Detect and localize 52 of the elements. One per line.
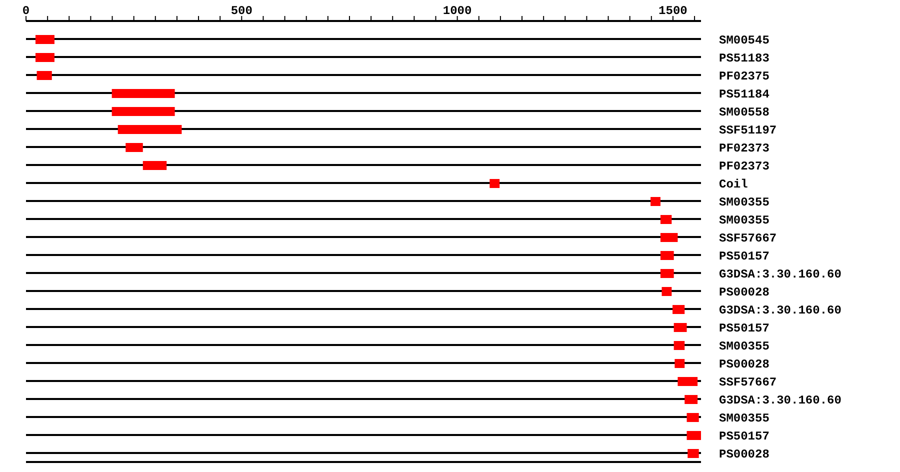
y-tick-label: SM00355 xyxy=(719,213,770,228)
y-tick-label: SSF57667 xyxy=(719,375,777,390)
x-tick-label: 0 xyxy=(22,4,30,18)
bar xyxy=(112,89,175,98)
bar xyxy=(36,71,52,80)
y-tick-label: SM00355 xyxy=(719,411,770,426)
y-tick-label: PS51184 xyxy=(719,87,770,102)
y-tick-label: SM00545 xyxy=(719,33,770,48)
bar xyxy=(660,251,674,260)
bar xyxy=(688,449,699,458)
y-tick-label: PF02373 xyxy=(719,159,770,174)
bar xyxy=(674,359,685,368)
y-tick-label: G3DSA:3.30.160.60 xyxy=(719,393,842,408)
bar xyxy=(684,395,698,404)
bar xyxy=(490,179,500,188)
y-tick-label: PS50157 xyxy=(719,249,770,264)
y-tick-label: PS00028 xyxy=(719,447,770,462)
y-tick-label: SSF57667 xyxy=(719,231,777,246)
bar xyxy=(126,143,143,152)
x-tick-label: 500 xyxy=(230,4,252,18)
y-tick-label: PS51183 xyxy=(719,51,770,66)
bar xyxy=(35,53,54,62)
bar xyxy=(660,215,672,224)
bar xyxy=(660,233,678,242)
bar xyxy=(662,287,672,296)
y-tick-label: PF02375 xyxy=(719,69,770,84)
bar xyxy=(650,197,660,206)
bar xyxy=(35,35,54,44)
bar xyxy=(674,323,687,332)
bar xyxy=(142,161,167,170)
bar xyxy=(686,431,701,440)
bar xyxy=(686,413,699,422)
y-tick-label: SM00558 xyxy=(719,105,770,120)
bar xyxy=(118,125,182,134)
y-tick-label: PS00028 xyxy=(719,285,770,300)
y-tick-label: PS50157 xyxy=(719,429,770,444)
bar xyxy=(672,305,685,314)
bar xyxy=(660,269,674,278)
y-tick-label: PF02373 xyxy=(719,141,770,156)
x-tick-label: 1500 xyxy=(658,4,688,18)
x-tick-label: 1000 xyxy=(442,4,472,18)
bar xyxy=(674,341,685,350)
bar xyxy=(112,107,175,116)
y-tick-label: PS00028 xyxy=(719,357,770,372)
y-tick-label: SSF51197 xyxy=(719,123,777,138)
y-tick-label: PS50157 xyxy=(719,321,770,336)
bar xyxy=(678,377,698,386)
y-tick-label: SM00355 xyxy=(719,339,770,354)
y-tick-label: Coil xyxy=(719,177,748,192)
y-tick-label: SM00355 xyxy=(719,195,770,210)
y-tick-label: G3DSA:3.30.160.60 xyxy=(719,303,842,318)
y-tick-label: G3DSA:3.30.160.60 xyxy=(719,267,842,282)
